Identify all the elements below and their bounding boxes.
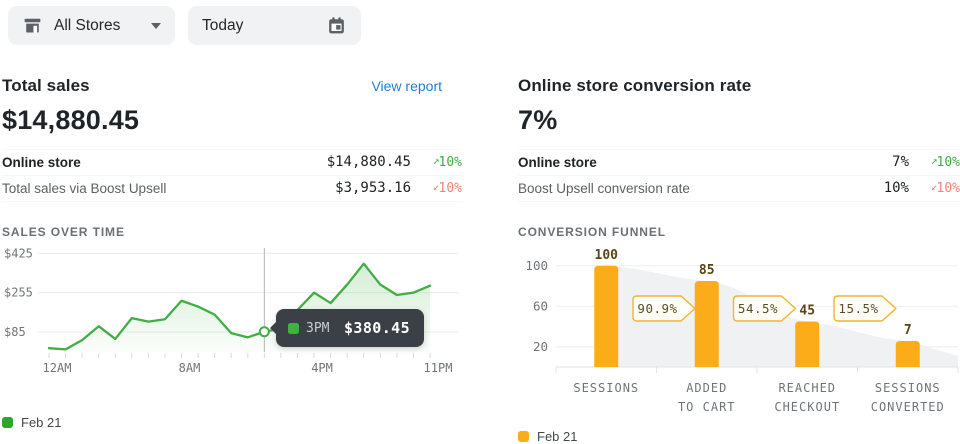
conversion-rate-panel: Online store conversion rate 7% Online s… (518, 60, 960, 444)
y-axis-label: $425 (4, 246, 33, 260)
trend-value: 10% (936, 180, 960, 196)
x-axis-label: 8AM (179, 361, 201, 375)
calendar-icon (326, 15, 347, 36)
conversion-badge (632, 295, 696, 322)
category-label: CHECKOUT (774, 400, 840, 414)
x-axis-label: 12AM (43, 361, 72, 375)
conversion-badge (732, 295, 797, 322)
store-selector-label: All Stores (54, 16, 121, 34)
sales-over-time-chart: $425 $255 $85 12AM 8AM 4PM 11PM 3PM $380.45 (2, 245, 462, 390)
trend-value: 10% (438, 180, 462, 196)
sales-line (47, 262, 432, 351)
category-label: TO CART (678, 400, 736, 414)
metric-value: 7% (892, 154, 909, 170)
metric-row-online-store: Online store $14,880.45 ↗10% (2, 149, 462, 176)
metric-label: Total sales via Boost Upsell (2, 180, 167, 196)
trend-up-badge: ↗10% (416, 153, 462, 170)
chevron-down-icon (151, 22, 161, 29)
conversion-badge-label: 54.5% (738, 301, 778, 316)
metric-label: Online store (518, 154, 597, 170)
x-axis-label: 11PM (424, 361, 453, 375)
funnel-bar (594, 265, 619, 367)
funnel-bar (895, 341, 920, 367)
metric-label: Boost Upsell conversion rate (518, 180, 690, 196)
store-icon (22, 15, 43, 36)
legend-label: Feb 21 (21, 415, 62, 430)
metric-rows: Online store 7% ↗10% Boost Upsell conver… (518, 149, 960, 202)
legend-sales: Feb 21 (2, 415, 462, 430)
metric-value: $14,880.45 (326, 154, 411, 170)
x-axis-label: 4PM (311, 361, 333, 375)
panel-title: Online store conversion rate (518, 76, 752, 95)
conversion-rate-value: 7% (518, 105, 558, 135)
conversion-badge-label: 90.9% (637, 301, 677, 316)
funnel-bar (694, 280, 719, 367)
view-report-link[interactable]: View report (371, 78, 442, 94)
date-selector-label: Today (202, 16, 244, 34)
category-label: ADDED (686, 381, 727, 395)
panel-header: Online store conversion rate (518, 76, 960, 96)
category-label: CONVERTED (871, 400, 945, 414)
metric-row-boost-upsell: Boost Upsell conversion rate 10% ↙10% (518, 176, 960, 202)
tooltip-amount: $380.45 (343, 319, 410, 337)
category-label: SESSIONS (573, 381, 639, 395)
topbar: All Stores Today (8, 6, 361, 45)
funnel-chart-canvas: 100 60 20 100 85 45 7 90.9% 54.5% 15.5% SESSIONS AD… (525, 248, 959, 414)
legend-funnel: Feb 21 (518, 429, 960, 444)
y-axis-label: $255 (4, 286, 33, 300)
conversion-badge (833, 295, 897, 322)
metric-row-online-store: Online store 7% ↗10% (518, 149, 960, 176)
trend-value: 10% (438, 154, 462, 170)
trend-down-arrow-icon: ↙ (930, 179, 938, 193)
analytics-dashboard: All Stores Today Total sales View report… (0, 0, 960, 431)
trend-down-badge: ↙10% (416, 179, 462, 196)
funnel-bar (795, 321, 820, 367)
trend-down-arrow-icon: ↙ (432, 179, 440, 193)
section-label-conversion-funnel: CONVERSION FUNNEL (518, 225, 666, 239)
conversion-badge-label: 15.5% (838, 301, 878, 316)
panel-header: Total sales View report (2, 76, 462, 96)
trend-down-badge: ↙10% (914, 179, 960, 196)
bar-value-label: 100 (595, 248, 619, 263)
metric-row-boost-upsell: Total sales via Boost Upsell $3,953.16 ↙… (2, 176, 462, 202)
y-axis-label: 20 (533, 339, 548, 354)
store-selector-button[interactable]: All Stores (8, 6, 175, 45)
metric-label: Online store (2, 154, 81, 170)
category-label: SESSIONS (875, 381, 941, 395)
y-axis-label: 100 (525, 258, 548, 273)
hover-marker (258, 326, 270, 338)
chart-tooltip: 3PM $380.45 (276, 309, 424, 347)
panel-title: Total sales (2, 76, 90, 95)
section-label-sales-over-time: SALES OVER TIME (2, 225, 125, 239)
legend-swatch-green (2, 417, 13, 428)
total-sales-value: $14,880.45 (2, 105, 140, 135)
legend-label: Feb 21 (537, 429, 578, 444)
category-label: REACHED (778, 381, 836, 395)
metric-value: 10% (883, 180, 909, 196)
metric-rows: Online store $14,880.45 ↗10% Total sales… (2, 149, 462, 202)
bar-value-label: 85 (699, 263, 715, 278)
date-selector-button[interactable]: Today (188, 6, 361, 45)
y-axis-label: $85 (4, 325, 26, 339)
tooltip-series-dot (288, 322, 299, 334)
conversion-funnel-chart: 100 60 20 100 85 45 7 90.9% 54.5% 15.5% SESSIONS AD… (518, 245, 960, 428)
bar-value-label: 45 (799, 303, 815, 318)
tooltip-time: 3PM (306, 320, 330, 336)
y-axis-label: 60 (533, 298, 548, 313)
metric-value: $3,953.16 (335, 180, 411, 196)
legend-swatch-orange (518, 431, 529, 442)
bar-value-label: 7 (904, 323, 912, 338)
trend-up-arrow-icon: ↗ (930, 153, 938, 167)
trend-value: 10% (936, 154, 960, 170)
trend-up-arrow-icon: ↗ (432, 153, 440, 167)
trend-up-badge: ↗10% (914, 153, 960, 170)
total-sales-panel: Total sales View report $14,880.45 Onlin… (2, 60, 462, 430)
